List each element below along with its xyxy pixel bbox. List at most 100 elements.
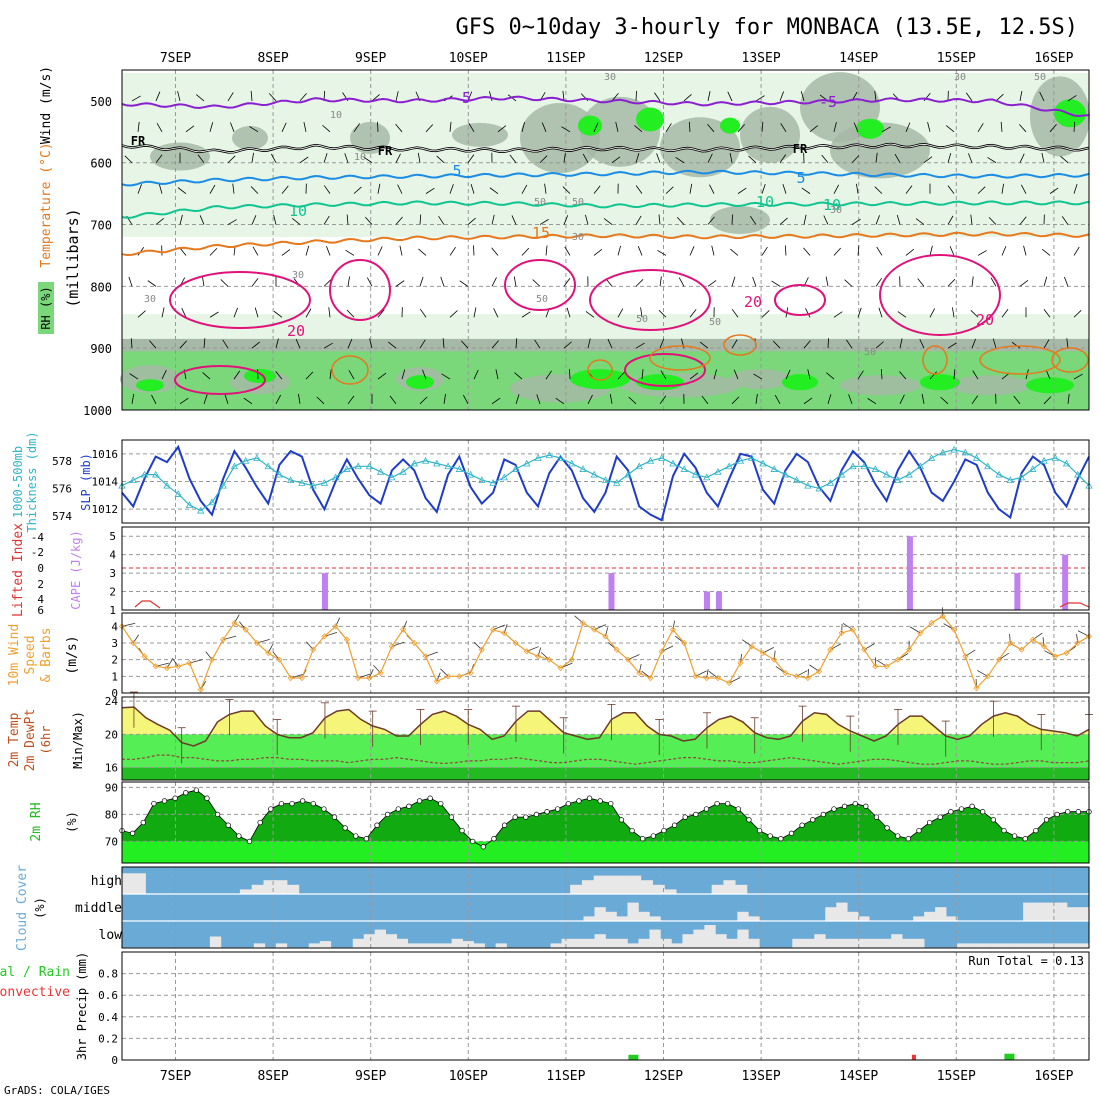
date-label-bottom: 10SEP [449,1069,488,1084]
wind-barb [230,122,235,132]
wind10m-point [681,639,688,647]
wind-barb [323,215,330,225]
wind-barb [654,92,661,102]
wind-barb [316,396,325,405]
rh2m-point [385,811,391,818]
thickness-point [995,470,1003,478]
cloud-bar-low [616,938,628,948]
wind-barb [731,276,736,287]
rh2m-point [1011,833,1018,839]
wind-barb [772,340,781,349]
thickness-point [242,456,250,464]
temperature-loop-15 [922,345,948,375]
cloud-bar-low [275,943,288,948]
top-date-labels: 7SEP 8SEP 9SEP 10SEP 11SEP 12SEP 13SEP 14SEP 15S… [160,51,1074,66]
wind-barb [323,342,333,349]
cloud-bar-low [396,938,409,948]
rh2m-point [278,800,285,807]
cloud-bar-low [253,943,266,948]
date-label-top: 12SEP [644,51,683,66]
wind10m-point [995,656,1003,663]
cloud-bar-low [363,934,376,948]
wind-barb [593,248,603,256]
thickness-point [748,454,756,461]
cloud-bar-low [990,943,1002,948]
credit-label: GrADS: COLA/IGES [4,1084,110,1097]
wind-barb [177,187,187,194]
rh2m-point [289,800,295,807]
wind10m-barb [706,668,709,679]
rh2m-point [501,822,508,828]
thickness-point [984,462,992,470]
wind-barb [970,310,979,318]
thickness-point [939,448,947,456]
wind-barb [513,276,517,287]
wind-barb [1043,276,1048,287]
rh2m-point [1075,809,1082,815]
cloud-row-label: low [99,928,123,943]
wind-barb [222,339,229,349]
thickness-point [590,470,598,478]
wind-barb [252,246,259,256]
wind-barb [779,217,788,225]
wind-barb [641,369,644,380]
thickness-point [624,470,632,478]
wind-barb [1073,246,1080,256]
wind10m-point [1018,646,1025,653]
wind-barb [929,245,933,256]
wind10m-point [883,663,890,670]
cloud-bar-low [385,934,398,948]
wind-barb [675,156,685,164]
wind-barb [377,121,379,132]
wind-barb [233,307,238,318]
wind-barb [399,245,403,256]
wind-barb [897,311,907,318]
wind-barb [1020,184,1027,194]
wind10m-point [872,663,879,670]
wind-barb [947,185,955,194]
wind10m-point [1040,643,1048,650]
wind-barb [833,122,837,132]
cloud-bar-low [1045,943,1057,948]
wind10m-point [141,653,148,660]
wind-barb [395,280,405,287]
cloud-bar-high [263,880,276,894]
wind-barb [987,157,997,164]
wind-barb [784,245,787,256]
wind-barb [449,246,456,256]
rh2m-point [820,811,826,818]
wind-barb [875,277,883,287]
temperature-label: 20 [744,293,762,311]
rh2m-point [193,787,200,793]
wind-barb [473,307,477,318]
dewpt-line [122,754,1090,765]
rh2m-point [533,811,540,818]
thickness-point [478,476,486,484]
wind-barb [275,394,282,405]
wind-barb [347,276,350,287]
wind-barb [442,338,445,349]
thickness-point [871,465,880,472]
wind-barb [209,122,214,132]
rh2m-point [448,814,455,820]
thickness-point [365,462,374,470]
cloud-bar-low [209,936,222,948]
wind10m-barb [605,627,609,637]
wind-barb [761,184,766,194]
cloud-bar-low [407,943,419,948]
temperature-loop-20 [329,259,391,321]
precip-tick-label: 0.4 [98,1011,118,1024]
wind10m-point [951,626,958,633]
cloud-bar-middle [847,911,859,921]
rh-blob [740,106,800,163]
rh2m-point [746,817,752,823]
wind10m-point [591,626,598,633]
wind-barb [617,245,621,256]
thickness-point [1017,473,1026,481]
wind10m-point [759,649,766,657]
thickness-tick-label: 574 [52,510,72,523]
wind-barb [251,152,254,163]
wind-barb [418,248,427,256]
wind10m-point [546,656,553,663]
wind-barb [227,92,234,102]
